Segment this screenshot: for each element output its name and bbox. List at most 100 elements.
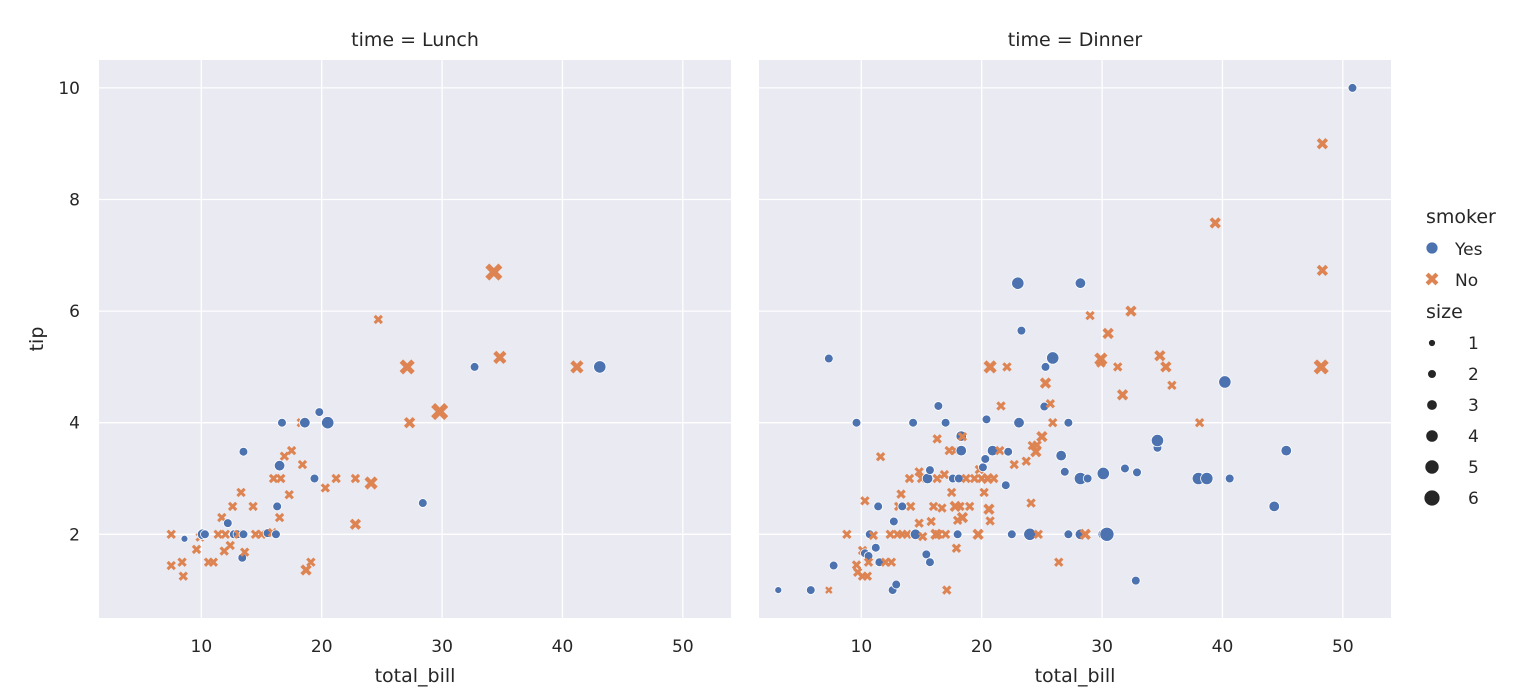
data-point — [940, 529, 951, 539]
x-tick-label: 50 — [1332, 637, 1354, 657]
data-point — [932, 473, 942, 484]
data-point — [928, 501, 939, 512]
lunch-grid — [99, 60, 731, 618]
data-point — [217, 512, 227, 523]
data-point — [276, 473, 286, 484]
data-point — [166, 529, 176, 539]
data-point — [828, 560, 839, 571]
data-point — [1074, 277, 1087, 289]
data-point — [1313, 359, 1329, 375]
data-point — [1224, 473, 1235, 484]
data-point — [1316, 138, 1329, 150]
legend-marker-yes — [1425, 241, 1439, 255]
data-point — [306, 557, 316, 567]
legend-size-marker — [1428, 339, 1436, 347]
data-point — [873, 501, 883, 512]
legend-hue-title: smoker — [1426, 206, 1496, 228]
data-point — [493, 350, 507, 365]
data-point — [1002, 362, 1012, 372]
data-point — [213, 529, 223, 539]
data-point — [178, 571, 188, 581]
data-point — [570, 360, 584, 374]
data-point — [985, 516, 995, 526]
data-point — [914, 518, 924, 528]
data-point — [885, 529, 895, 539]
data-point — [896, 489, 906, 499]
data-point — [1085, 310, 1095, 321]
data-point — [870, 542, 881, 553]
data-point — [180, 534, 189, 543]
x-tick-label: 10 — [851, 637, 873, 657]
data-point — [300, 564, 312, 576]
data-point — [996, 401, 1006, 411]
data-point — [902, 529, 912, 539]
legend-size-label: 2 — [1468, 365, 1479, 385]
data-point — [277, 417, 287, 428]
lunch-panel: 10 20 30 40 50 2 4 6 8 10 time = Lunch total_bil… — [26, 29, 731, 687]
data-point — [1218, 375, 1232, 389]
data-point — [1079, 528, 1091, 540]
data-point — [868, 530, 879, 541]
data-point — [897, 501, 908, 512]
x-tick-label: 20 — [971, 637, 993, 657]
y-tick-label: 4 — [69, 414, 80, 434]
data-point — [925, 557, 935, 567]
data-point — [1045, 399, 1056, 409]
data-point — [320, 483, 331, 493]
data-point — [227, 501, 238, 512]
data-point — [851, 417, 862, 428]
y-axis-label: tip — [26, 327, 48, 352]
data-point — [297, 459, 308, 470]
dinner-plot-area — [759, 60, 1391, 618]
data-point — [1000, 480, 1011, 490]
data-point — [1039, 377, 1052, 389]
data-point — [851, 560, 862, 570]
data-point — [321, 416, 335, 430]
data-point — [1055, 449, 1067, 462]
data-point — [983, 360, 997, 374]
data-point — [951, 543, 962, 553]
data-point — [921, 472, 934, 485]
data-point — [485, 263, 503, 281]
data-point — [972, 528, 984, 540]
data-point — [926, 516, 936, 527]
legend-size-title: size — [1426, 301, 1463, 323]
data-point — [200, 529, 210, 540]
data-point — [593, 360, 607, 374]
data-point — [1209, 217, 1221, 229]
data-point — [862, 571, 873, 581]
dinner-grid — [759, 60, 1391, 618]
data-point — [248, 501, 258, 512]
data-point — [914, 467, 924, 477]
data-point — [1194, 418, 1205, 428]
data-point — [940, 417, 951, 428]
dinner-points — [774, 83, 1358, 595]
data-point — [875, 452, 886, 462]
data-point — [983, 503, 995, 515]
data-point — [955, 444, 967, 457]
data-point — [469, 362, 480, 372]
lunch-y-ticks: 2 4 6 8 10 — [58, 79, 80, 545]
data-point — [980, 454, 991, 464]
x-tick-label: 10 — [191, 637, 213, 657]
data-point — [905, 501, 916, 512]
data-point — [309, 473, 320, 484]
legend-size-marker — [1423, 489, 1441, 507]
data-point — [273, 459, 286, 472]
data-point — [268, 473, 279, 484]
data-point — [1040, 362, 1051, 372]
data-point — [937, 503, 947, 513]
data-point — [1033, 529, 1043, 539]
data-point — [956, 511, 969, 524]
x-tick-label: 50 — [672, 637, 694, 657]
data-point — [954, 473, 964, 484]
data-point — [418, 498, 428, 508]
data-point — [1167, 380, 1177, 391]
data-point — [1016, 325, 1027, 336]
data-point — [946, 487, 957, 498]
data-point — [825, 586, 833, 594]
y-tick-label: 6 — [69, 302, 80, 322]
legend-size-marker — [1426, 399, 1438, 411]
data-point — [1094, 352, 1108, 366]
